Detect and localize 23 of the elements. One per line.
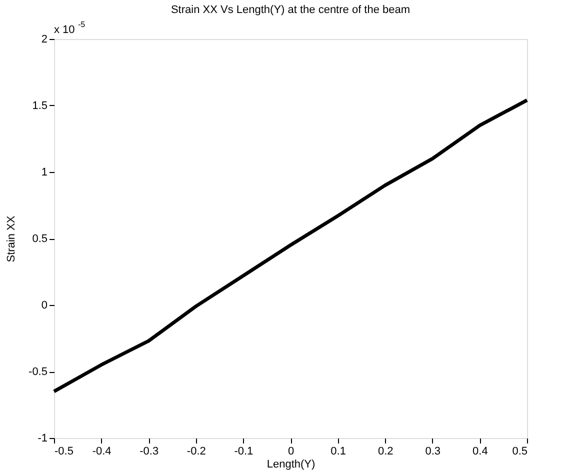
y-tick-label: 0.5 xyxy=(32,233,48,245)
x-tick-label: -0.2 xyxy=(186,446,206,458)
y-tick-label: 1.5 xyxy=(32,100,48,112)
y-tick-label: 1 xyxy=(41,166,48,178)
x-tick-label: -0.1 xyxy=(234,446,254,458)
y-tick-label: -0.5 xyxy=(28,366,48,378)
line-series xyxy=(52,98,529,394)
x-tick-label: -0.5 xyxy=(54,446,74,458)
x-tick-label: 0.3 xyxy=(425,446,441,458)
x-axis-title: Length(Y) xyxy=(266,458,316,470)
y-tick-label: -1 xyxy=(38,432,48,444)
x-tick-label: -0.4 xyxy=(92,446,112,458)
x-tick-label: 0.5 xyxy=(512,446,528,458)
y-tick-label: 0 xyxy=(41,300,48,312)
x-tick-label: -0.3 xyxy=(140,446,159,458)
y-tick-label: 2 xyxy=(41,34,48,46)
text: x 10-5 xyxy=(54,20,86,36)
x-tick-label: 0.1 xyxy=(330,446,346,458)
x-tick-label: 0 xyxy=(288,446,294,458)
y-axis-title: Strain XX xyxy=(6,215,18,262)
x-tick-label: 0.2 xyxy=(378,446,394,458)
x-tick-label: 0.4 xyxy=(472,446,488,458)
chart-title: Strain XX Vs Length(Y) at the centre of the beam xyxy=(170,4,410,16)
